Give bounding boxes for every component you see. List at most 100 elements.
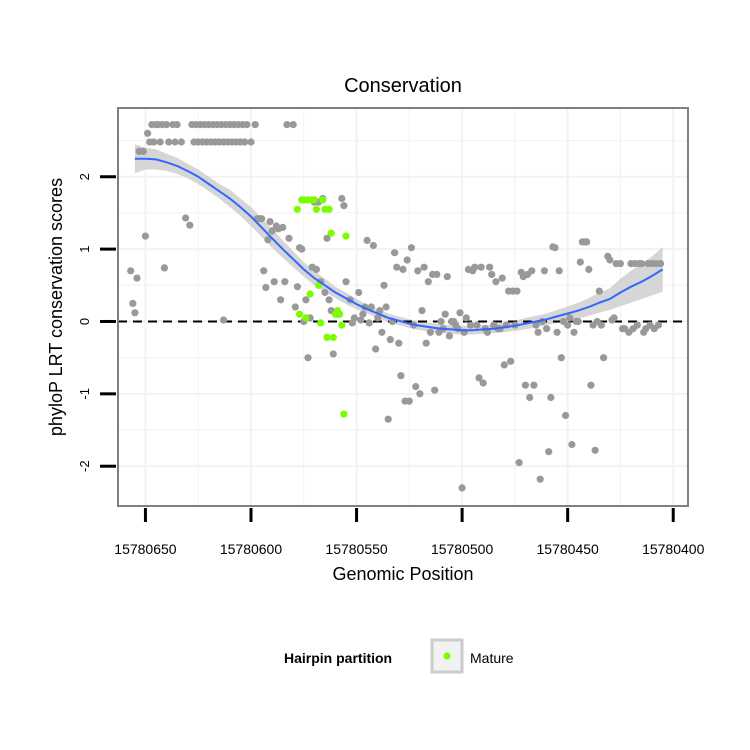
other-data-point: [367, 303, 375, 311]
x-axis: 15780650 15780600 15780550 15780500 15780450…: [114, 508, 705, 557]
mature-data-point: [319, 196, 327, 204]
other-data-point: [186, 221, 194, 229]
other-data-point: [467, 321, 475, 329]
other-data-point: [386, 336, 394, 344]
other-data-point: [372, 345, 380, 353]
other-data-point: [403, 256, 411, 264]
other-data-point: [139, 147, 147, 155]
x-tick-label: 15780400: [642, 541, 705, 557]
other-data-point: [492, 278, 500, 286]
mature-data-point: [327, 229, 335, 237]
other-data-point: [498, 274, 506, 282]
other-data-point: [298, 245, 306, 253]
other-data-point: [521, 381, 530, 389]
y-tick-label: -1: [77, 388, 92, 400]
mature-data-point: [306, 290, 314, 298]
mature-points: [293, 196, 350, 418]
other-data-point: [156, 138, 164, 146]
mature-data-point: [317, 319, 325, 327]
other-data-point: [456, 309, 464, 317]
y-axis-label: phyloP LRT conservation scores: [46, 178, 66, 436]
mature-data-point: [340, 410, 348, 418]
mature-data-point: [342, 232, 350, 240]
other-data-point: [424, 278, 432, 286]
other-data-point: [570, 328, 578, 336]
x-axis-label: Genomic Position: [332, 564, 473, 584]
legend-key-mature-dot: [443, 652, 451, 660]
other-data-point: [369, 241, 377, 250]
y-axis: -2 -1 0 1 2: [77, 173, 116, 472]
other-data-point: [553, 328, 561, 336]
other-data-point: [530, 381, 538, 389]
other-data-point: [279, 223, 287, 231]
other-data-point: [597, 321, 606, 329]
x-tick-label: 15780650: [114, 541, 177, 557]
y-tick-label: 0: [77, 318, 92, 325]
other-data-point: [426, 328, 434, 336]
other-data-point: [507, 357, 515, 365]
other-data-point: [378, 328, 386, 336]
x-tick-label: 15780450: [537, 541, 600, 557]
other-data-point: [329, 350, 337, 358]
other-data-point: [638, 260, 646, 268]
other-data-point: [382, 303, 390, 311]
other-data-point: [160, 264, 168, 272]
other-data-point: [325, 296, 333, 304]
other-data-point: [395, 339, 403, 347]
other-data-point: [376, 307, 384, 315]
other-data-point: [338, 194, 346, 203]
smooth-fit-line: [134, 157, 664, 332]
other-data-point: [585, 265, 593, 273]
other-data-point: [551, 244, 559, 252]
other-data-point: [283, 121, 291, 129]
mature-data-point: [325, 205, 333, 213]
other-data-point: [127, 267, 135, 275]
other-data-point: [528, 267, 536, 275]
mature-data-point: [329, 333, 337, 341]
other-data-point: [173, 121, 181, 129]
other-data-point: [357, 316, 365, 324]
mature-data-point: [302, 314, 310, 322]
other-data-point: [547, 393, 555, 402]
other-data-point: [243, 121, 251, 129]
other-data-point: [414, 267, 422, 275]
legend-entry-mature: Mature: [470, 650, 514, 666]
other-data-point: [144, 129, 152, 137]
other-data-point: [477, 263, 485, 271]
other-data-point: [600, 354, 608, 362]
other-data-point: [291, 303, 299, 311]
other-data-point: [293, 283, 301, 291]
plot-panel-border: [117, 107, 689, 507]
other-data-point: [416, 390, 424, 398]
other-data-point: [606, 256, 614, 264]
other-data-point: [365, 319, 373, 327]
other-data-point: [268, 227, 276, 235]
other-data-point: [312, 265, 320, 273]
other-data-point: [302, 296, 310, 304]
other-data-point: [445, 332, 453, 340]
other-data-point: [399, 265, 407, 273]
other-data-point: [564, 321, 572, 329]
other-data-point: [270, 278, 278, 286]
other-data-point: [610, 314, 618, 322]
mature-data-point: [296, 310, 304, 318]
other-data-point: [443, 273, 451, 281]
other-data-point: [182, 214, 190, 222]
other-data-point: [422, 339, 430, 347]
other-data-point: [264, 236, 272, 244]
other-data-point: [540, 267, 549, 275]
other-data-point: [281, 278, 289, 286]
other-data-point: [616, 260, 625, 268]
other-data-point: [323, 234, 331, 242]
other-data-point: [393, 263, 401, 271]
other-data-point: [251, 121, 259, 129]
other-data-point: [266, 218, 274, 226]
other-data-point: [458, 484, 466, 492]
other-data-point: [437, 317, 445, 326]
mature-data-point: [315, 281, 323, 289]
other-data-point: [165, 138, 173, 146]
other-data-point: [363, 236, 371, 244]
other-data-point: [576, 258, 584, 266]
other-data-point: [359, 310, 367, 318]
